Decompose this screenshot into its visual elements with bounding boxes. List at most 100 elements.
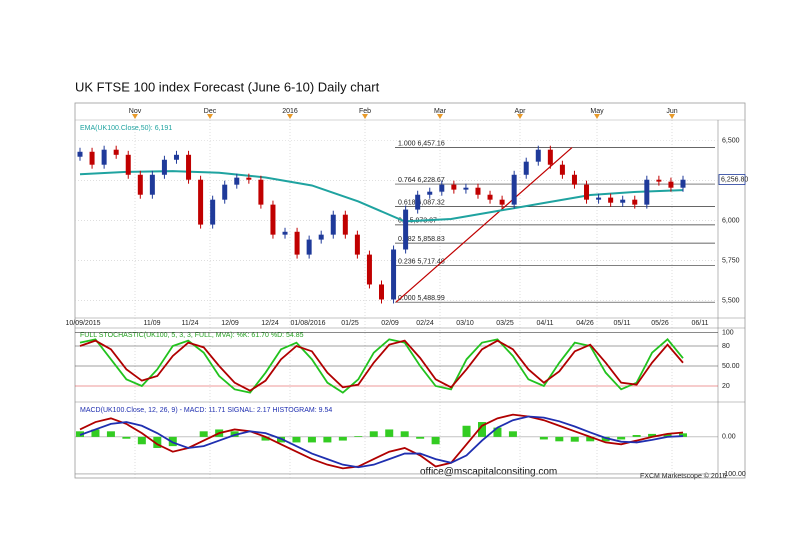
candle-body bbox=[210, 199, 216, 225]
ema-line bbox=[79, 170, 684, 223]
y-tick-label: 5,500 bbox=[722, 297, 740, 304]
candle-body bbox=[644, 179, 650, 205]
candle-body bbox=[161, 159, 167, 175]
macd-label: MACD(UK100.Close, 12, 26, 9) - MACD: 11.… bbox=[80, 407, 332, 414]
stochastic-line bbox=[79, 338, 684, 394]
candle-body bbox=[270, 204, 276, 235]
histogram-bar bbox=[400, 431, 409, 437]
candle-body bbox=[523, 161, 529, 175]
fib-label: 0.382 5,858.83 bbox=[398, 236, 445, 243]
candle-body bbox=[222, 184, 228, 200]
month-label: Jun bbox=[666, 108, 677, 115]
y-tick-label: 50.00 bbox=[722, 363, 740, 370]
month-marker bbox=[362, 114, 368, 119]
candle-body bbox=[451, 184, 457, 190]
histogram-bar bbox=[385, 429, 394, 437]
histogram-bar bbox=[91, 429, 100, 437]
date-label: 01/08/2016 bbox=[290, 320, 325, 327]
date-label: 02/09 bbox=[381, 320, 399, 327]
histogram-bar bbox=[153, 436, 162, 448]
macd-line bbox=[79, 415, 684, 469]
fib-label: 0.236 5,717.48 bbox=[398, 259, 445, 266]
candle-body bbox=[137, 174, 143, 195]
histogram-bar bbox=[261, 436, 270, 441]
ema-label: EMA(UK100.Close,50): 6,191 bbox=[80, 125, 172, 132]
histogram-bar bbox=[369, 431, 378, 437]
candle-body bbox=[487, 194, 493, 200]
month-label: May bbox=[590, 108, 604, 115]
histogram-bar bbox=[493, 427, 502, 437]
histogram-bar bbox=[431, 436, 440, 445]
candle-body bbox=[173, 154, 179, 160]
candle-body bbox=[475, 187, 481, 195]
date-label: 04/26 bbox=[576, 320, 594, 327]
histogram-bar bbox=[199, 431, 208, 437]
histogram-bar bbox=[679, 433, 687, 437]
month-label: Apr bbox=[515, 108, 527, 115]
candle-body bbox=[282, 231, 288, 235]
candle-body bbox=[415, 194, 421, 210]
histogram-bar bbox=[539, 436, 548, 440]
candle-body bbox=[439, 184, 445, 192]
date-label: 10/09/2015 bbox=[65, 320, 100, 327]
histogram-bar bbox=[122, 436, 131, 439]
y-tick-label: 0.00 bbox=[722, 434, 736, 441]
candle-body bbox=[198, 179, 204, 225]
month-marker bbox=[132, 114, 138, 119]
histogram-bar bbox=[601, 436, 610, 442]
candle-body bbox=[511, 174, 517, 205]
histogram-bar bbox=[570, 436, 579, 442]
candle-body bbox=[354, 234, 360, 255]
date-label: 05/11 bbox=[614, 320, 631, 327]
candle-body bbox=[113, 149, 119, 155]
date-label: 03/10 bbox=[456, 320, 474, 327]
month-label: Mar bbox=[434, 108, 447, 115]
candle-body bbox=[186, 154, 192, 180]
date-label: 02/24 bbox=[416, 320, 434, 327]
candle-body bbox=[149, 174, 155, 195]
candle-body bbox=[632, 199, 638, 205]
candle-body bbox=[403, 209, 409, 250]
month-marker bbox=[517, 114, 523, 119]
candle-body bbox=[342, 214, 348, 235]
fib-label: 0.764 6,228.67 bbox=[398, 177, 445, 184]
candle-body bbox=[258, 179, 264, 205]
candle-body bbox=[89, 151, 95, 165]
histogram-bar bbox=[354, 436, 363, 437]
month-marker bbox=[669, 114, 675, 119]
candle-body bbox=[101, 149, 107, 165]
month-marker bbox=[594, 114, 600, 119]
candle-body bbox=[535, 149, 541, 162]
month-label: Dec bbox=[204, 108, 217, 115]
fib-label: 1.000 6,457.16 bbox=[398, 140, 445, 147]
chart-layer: Nov Dec 2016 Feb Mar Apr May Jun 10/09/2015 11/09… bbox=[65, 108, 748, 478]
fib-label: 0.618 6,087.32 bbox=[398, 199, 445, 206]
date-label: 11/24 bbox=[182, 320, 199, 327]
candle-body bbox=[125, 154, 131, 175]
month-label: Feb bbox=[359, 108, 371, 115]
candle-body bbox=[559, 164, 565, 175]
candle-body bbox=[427, 191, 433, 195]
histogram-bar bbox=[292, 436, 301, 443]
y-tick-label: 20 bbox=[722, 383, 730, 390]
candle-body bbox=[294, 231, 300, 255]
candle-body bbox=[547, 149, 553, 165]
candle-body bbox=[77, 151, 83, 157]
last-price-box bbox=[718, 174, 746, 185]
y-tick-label: 6,500 bbox=[722, 138, 740, 145]
candle-body bbox=[246, 177, 252, 180]
last-price-label: 6,256.80 bbox=[721, 176, 748, 183]
trend-line bbox=[395, 147, 573, 303]
month-marker bbox=[287, 114, 293, 119]
histogram-bar bbox=[307, 436, 316, 443]
date-label: 05/26 bbox=[651, 320, 669, 327]
histogram-bar bbox=[106, 431, 115, 437]
y-tick-label: 6,000 bbox=[722, 217, 740, 224]
month-marker bbox=[207, 114, 213, 119]
histogram-bar bbox=[617, 436, 626, 440]
candle-body bbox=[391, 249, 397, 300]
histogram-bar bbox=[586, 436, 595, 442]
candle-body bbox=[306, 239, 312, 255]
stochastic-label: FULL STOCHASTIC(UK100, 5, 3, 3, FULL, MV… bbox=[80, 332, 304, 339]
histogram-bar bbox=[416, 436, 425, 439]
